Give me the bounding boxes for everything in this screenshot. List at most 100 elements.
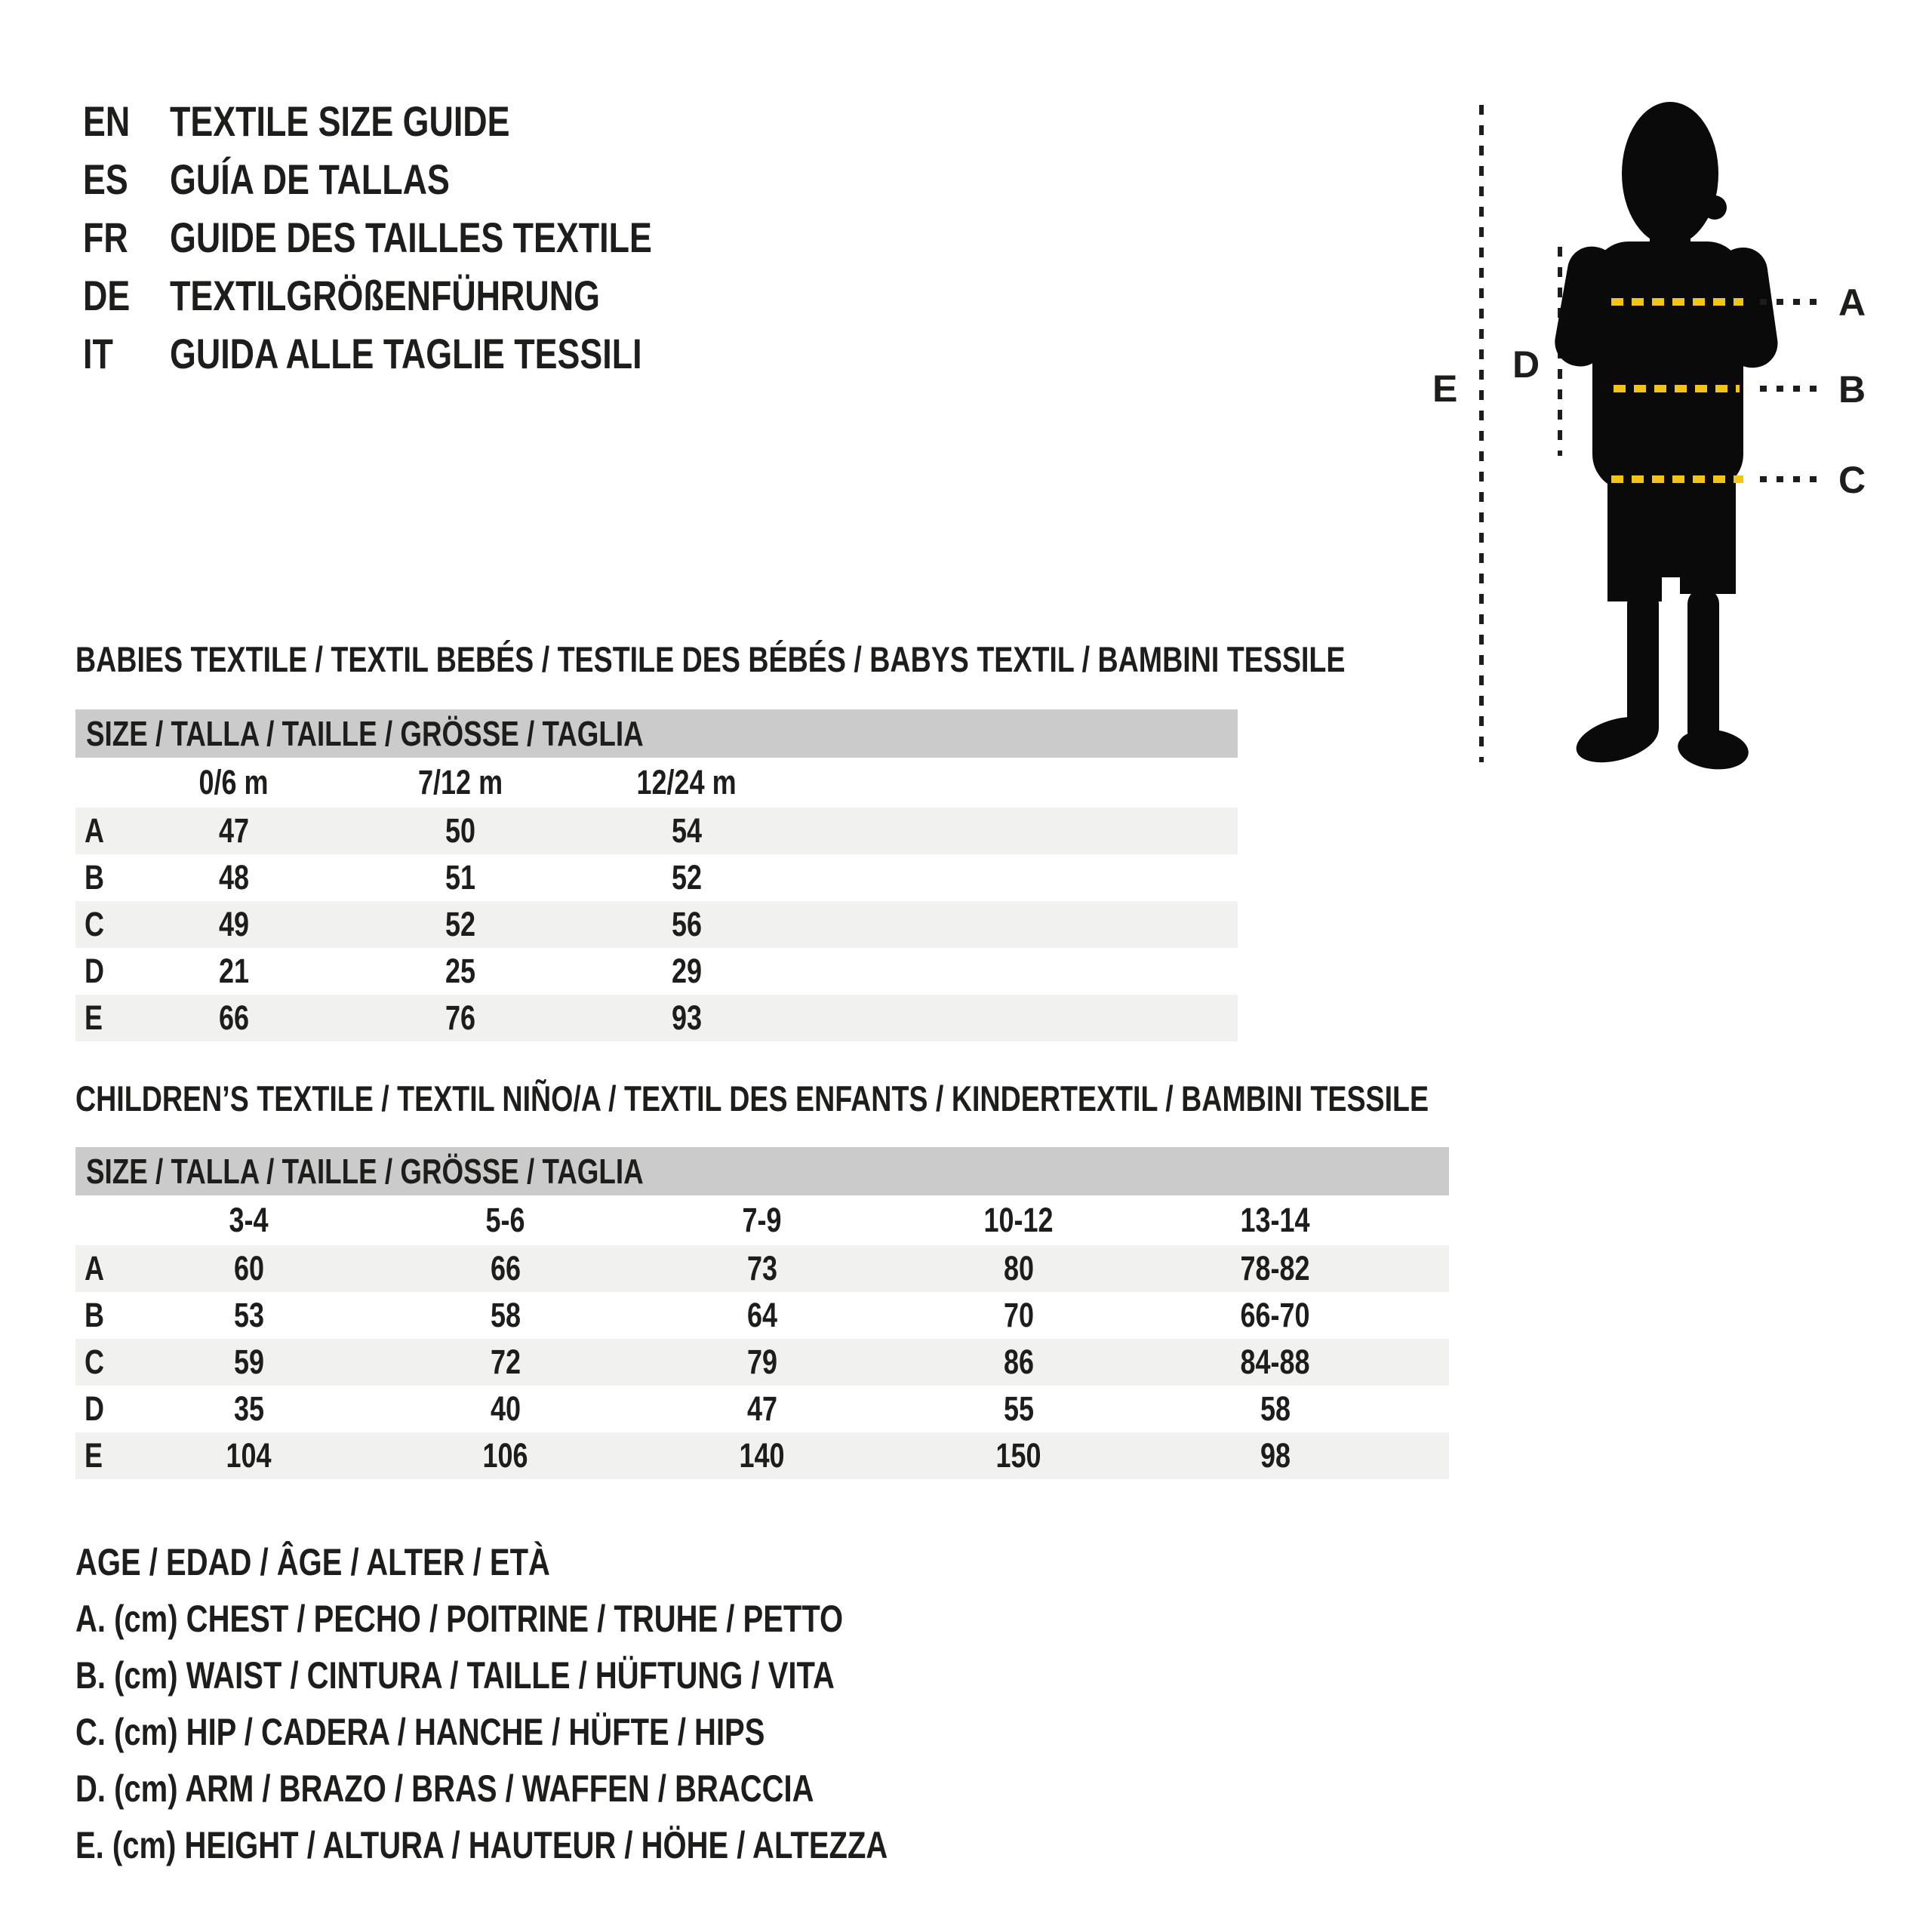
babies-row-e: E 66 76 93 — [75, 995, 1238, 1041]
legend-line-chest: A. (cm) CHEST / PECHO / POITRINE / TRUHE… — [75, 1590, 1091, 1647]
measure-label-e: E — [1432, 368, 1457, 410]
legend-text: AGE / EDAD / ÂGE / ALTER / ETÀ — [75, 1540, 550, 1583]
row-label: E — [85, 998, 103, 1037]
silhouette-right-sleeve — [1718, 247, 1778, 368]
silhouette-ear — [1703, 195, 1727, 220]
children-column-header: 10-12 — [983, 1201, 1054, 1239]
silhouette-torso — [1592, 242, 1743, 491]
cell-value: 104 — [226, 1436, 272, 1475]
lang-code-en: EN — [83, 97, 131, 145]
row-label: A — [85, 811, 104, 850]
cell-value: 70 — [1003, 1296, 1035, 1334]
cell-value: 55 — [1003, 1389, 1035, 1428]
lang-row-de: DE TEXTILGRÖßENFÜHRUNG — [83, 266, 773, 325]
row-label: B — [85, 858, 104, 897]
cell-value: 76 — [445, 998, 476, 1037]
child-silhouette — [1555, 102, 1778, 770]
cell-value: 140 — [739, 1436, 786, 1475]
row-label: D — [85, 1389, 104, 1428]
cell-value: 66 — [490, 1249, 521, 1287]
babies-column-header-row: 0/6 m 7/12 m 12/24 m — [75, 758, 1238, 808]
legend-text: B. (cm) WAIST / CINTURA / TAILLE / HÜFTU… — [75, 1654, 835, 1697]
measurement-legend: AGE / EDAD / ÂGE / ALTER / ETÀ A. (cm) C… — [75, 1534, 1091, 1873]
children-size-header-bar: SIZE / TALLA / TAILLE / GRÖSSE / TAGLIA — [75, 1147, 1449, 1195]
cell-value: 52 — [445, 905, 476, 943]
babies-row-c: C 49 52 56 — [75, 901, 1238, 948]
lang-code-de: DE — [83, 272, 131, 319]
babies-row-a: A 47 50 54 — [75, 808, 1238, 854]
legend-text: E. (cm) HEIGHT / ALTURA / HAUTEUR / HÖHE… — [75, 1823, 888, 1866]
legend-line-arm: D. (cm) ARM / BRAZO / BRAS / WAFFEN / BR… — [75, 1760, 1091, 1817]
cell-value: 84-88 — [1240, 1343, 1311, 1381]
cell-value: 48 — [218, 858, 250, 897]
measurement-figure-svg: A B C D E — [1432, 102, 1866, 770]
children-column-header: 3-4 — [229, 1201, 269, 1239]
lang-row-en: EN TEXTILE SIZE GUIDE — [83, 92, 773, 150]
cell-value: 60 — [233, 1249, 265, 1287]
cell-value: 47 — [746, 1389, 778, 1428]
lang-code-it: IT — [83, 330, 113, 377]
row-label: E — [85, 1436, 103, 1475]
lang-title-it: GUIDA ALLE TAGLIE TESSILI — [170, 330, 642, 377]
babies-column-header: 0/6 m — [198, 763, 269, 801]
lang-row-it: IT GUIDA ALLE TAGLIE TESSILI — [83, 325, 773, 383]
babies-heading-text: BABIES TEXTILE / TEXTIL BEBÉS / TESTILE … — [75, 639, 1346, 679]
cell-value: 51 — [445, 858, 476, 897]
lang-row-fr: FR GUIDE DES TAILLES TEXTILE — [83, 208, 773, 266]
cell-value: 58 — [490, 1296, 521, 1334]
cell-value: 73 — [746, 1249, 778, 1287]
lang-title-es: GUÍA DE TALLAS — [170, 155, 450, 203]
babies-column-header: 7/12 m — [417, 763, 503, 801]
children-column-header: 13-14 — [1240, 1201, 1311, 1239]
cell-value: 21 — [218, 952, 250, 990]
legend-line-waist: B. (cm) WAIST / CINTURA / TAILLE / HÜFTU… — [75, 1647, 1091, 1703]
legend-line-age: AGE / EDAD / ÂGE / ALTER / ETÀ — [75, 1534, 1091, 1590]
cell-value: 72 — [490, 1343, 521, 1381]
row-label: C — [85, 1343, 104, 1381]
babies-column-header: 12/24 m — [636, 763, 737, 801]
lang-title-de: TEXTILGRÖßENFÜHRUNG — [170, 272, 600, 319]
legend-text: A. (cm) CHEST / PECHO / POITRINE / TRUHE… — [75, 1597, 844, 1640]
lang-code-fr: FR — [83, 214, 128, 261]
legend-line-hip: C. (cm) HIP / CADERA / HANCHE / HÜFTE / … — [75, 1703, 1091, 1760]
cell-value: 80 — [1003, 1249, 1035, 1287]
cell-value: 66-70 — [1240, 1296, 1311, 1334]
cell-value: 79 — [746, 1343, 778, 1381]
measure-label-c: C — [1838, 459, 1866, 501]
cell-value: 78-82 — [1240, 1249, 1311, 1287]
silhouette-left-leg — [1627, 589, 1659, 743]
cell-value: 25 — [445, 952, 476, 990]
cell-value: 53 — [233, 1296, 265, 1334]
cell-value: 40 — [490, 1389, 521, 1428]
children-row-b: B 53 58 64 70 66-70 — [75, 1292, 1449, 1339]
legend-text: D. (cm) ARM / BRAZO / BRAS / WAFFEN / BR… — [75, 1767, 814, 1810]
children-heading-text: CHILDREN’S TEXTILE / TEXTIL NIÑO/A / TEX… — [75, 1078, 1429, 1118]
cell-value: 150 — [995, 1436, 1042, 1475]
measure-label-b: B — [1838, 368, 1866, 411]
children-row-a: A 60 66 73 80 78-82 — [75, 1245, 1449, 1292]
cell-value: 98 — [1260, 1436, 1291, 1475]
legend-text: C. (cm) HIP / CADERA / HANCHE / HÜFTE / … — [75, 1710, 765, 1753]
measure-label-d: D — [1512, 343, 1540, 386]
cell-value: 86 — [1003, 1343, 1035, 1381]
silhouette-shorts — [1607, 457, 1736, 577]
lang-code-es: ES — [83, 155, 128, 203]
cell-value: 64 — [746, 1296, 778, 1334]
babies-size-header-bar: SIZE / TALLA / TAILLE / GRÖSSE / TAGLIA — [75, 709, 1238, 758]
cell-value: 93 — [671, 998, 703, 1037]
legend-line-height: E. (cm) HEIGHT / ALTURA / HAUTEUR / HÖHE… — [75, 1817, 1091, 1873]
children-row-d: D 35 40 47 55 58 — [75, 1386, 1449, 1432]
cell-value: 50 — [445, 811, 476, 850]
silhouette-head — [1622, 102, 1718, 245]
cell-value: 35 — [233, 1389, 265, 1428]
silhouette-left-foot — [1576, 716, 1659, 763]
lang-row-es: ES GUÍA DE TALLAS — [83, 150, 773, 208]
babies-section-heading: BABIES TEXTILE / TEXTIL BEBÉS / TESTILE … — [75, 638, 1663, 680]
cell-value: 29 — [671, 952, 703, 990]
row-label: B — [85, 1296, 104, 1334]
children-row-e: E 104 106 140 150 98 — [75, 1432, 1449, 1479]
row-label: D — [85, 952, 104, 990]
children-column-header: 5-6 — [485, 1201, 526, 1239]
silhouette-right-foot — [1678, 729, 1749, 770]
